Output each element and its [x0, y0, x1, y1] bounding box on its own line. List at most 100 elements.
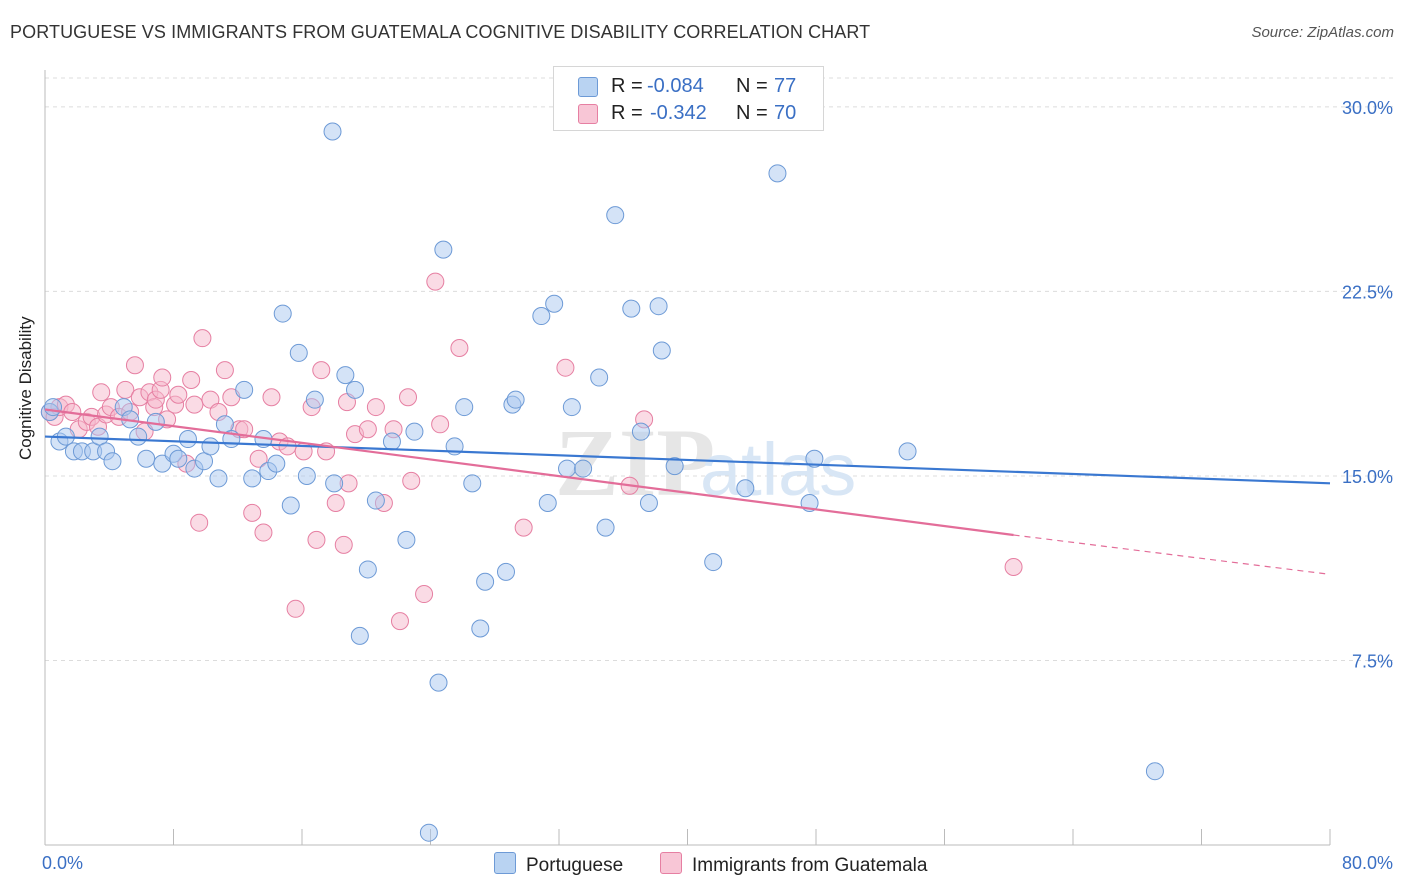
- data-point-guatemala: [235, 420, 254, 439]
- data-point-guatemala: [415, 585, 434, 604]
- data-point-portuguese: [137, 449, 156, 468]
- data-point-portuguese: [631, 422, 650, 441]
- data-point-portuguese: [44, 398, 63, 417]
- bottom-legend-label: Immigrants from Guatemala: [692, 855, 928, 876]
- data-point-portuguese: [532, 307, 551, 326]
- data-point-guatemala: [402, 471, 421, 490]
- legend-n-value: 77: [774, 75, 797, 97]
- legend-n-value: 70: [774, 102, 797, 124]
- trend-line-portuguese: [44, 435, 1331, 485]
- data-point-portuguese: [574, 459, 593, 478]
- data-point-portuguese: [1145, 762, 1164, 781]
- y-tick-label: 15.0%: [1342, 467, 1393, 487]
- data-point-guatemala: [185, 395, 204, 414]
- data-point-portuguese: [169, 449, 188, 468]
- data-point-portuguese: [496, 562, 515, 581]
- data-point-guatemala: [215, 361, 234, 380]
- data-point-portuguese: [336, 366, 355, 385]
- data-point-guatemala: [307, 530, 326, 549]
- data-point-portuguese: [366, 491, 385, 510]
- data-point-guatemala: [92, 383, 111, 402]
- data-point-portuguese: [305, 390, 324, 409]
- data-point-portuguese: [471, 619, 490, 638]
- legend-swatch-blue: [578, 77, 598, 97]
- trend-lines: [44, 408, 1331, 575]
- data-point-portuguese: [596, 518, 615, 537]
- bottom-swatch-blue: [494, 852, 516, 874]
- legend-r-label: R =: [611, 75, 643, 97]
- data-point-portuguese: [506, 390, 525, 409]
- data-point-portuguese: [665, 457, 684, 476]
- data-point-guatemala: [431, 415, 450, 434]
- legend-swatch-pink: [578, 104, 598, 124]
- data-point-portuguese: [289, 343, 308, 362]
- data-point-guatemala: [450, 339, 469, 358]
- data-point-guatemala: [556, 358, 575, 377]
- data-point-portuguese: [429, 673, 448, 692]
- watermark-atlas: atlas: [700, 428, 856, 511]
- data-point-portuguese: [538, 494, 557, 513]
- data-point-guatemala: [366, 398, 385, 417]
- data-point-portuguese: [325, 474, 344, 493]
- data-point-guatemala: [193, 329, 212, 348]
- chart-source: Source: ZipAtlas.com: [1251, 24, 1394, 41]
- legend-r-value: -0.342: [650, 102, 707, 124]
- data-point-portuguese: [652, 341, 671, 360]
- data-point-guatemala: [358, 420, 377, 439]
- data-point-portuguese: [273, 304, 292, 323]
- x-tick-label: 80.0%: [1342, 853, 1393, 873]
- data-point-portuguese: [397, 530, 416, 549]
- data-point-guatemala: [286, 599, 305, 618]
- data-point-portuguese: [704, 553, 723, 572]
- series-guatemala-points: [40, 272, 1023, 631]
- y-tick-label: 30.0%: [1342, 98, 1393, 118]
- data-point-guatemala: [182, 371, 201, 389]
- data-point-guatemala: [312, 361, 331, 380]
- data-point-portuguese: [297, 466, 316, 485]
- data-point-guatemala: [262, 388, 281, 407]
- data-point-portuguese: [590, 368, 609, 387]
- y-axis-label: Cognitive Disability: [16, 316, 35, 460]
- data-point-guatemala: [326, 494, 345, 513]
- data-point-guatemala: [249, 449, 268, 468]
- data-point-portuguese: [649, 297, 668, 316]
- bottom-swatch-pink: [660, 852, 682, 874]
- data-point-guatemala: [390, 612, 409, 631]
- data-point-portuguese: [201, 437, 220, 456]
- data-point-portuguese: [463, 474, 482, 493]
- trend-line-guatemala: [44, 408, 1014, 537]
- data-point-guatemala: [254, 523, 273, 542]
- data-point-portuguese: [898, 442, 917, 461]
- data-point-guatemala: [514, 518, 533, 537]
- data-point-portuguese: [350, 626, 369, 645]
- data-point-portuguese: [639, 494, 658, 513]
- data-point-portuguese: [346, 380, 365, 399]
- chart-title: PORTUGUESE VS IMMIGRANTS FROM GUATEMALA …: [10, 22, 871, 42]
- data-point-guatemala: [426, 272, 445, 291]
- bottom-legend-guatemala: Immigrants from Guatemala: [660, 852, 927, 877]
- data-point-portuguese: [243, 469, 262, 488]
- y-tick-label: 7.5%: [1352, 651, 1393, 671]
- x-tick-label: 0.0%: [42, 853, 83, 873]
- axes: [44, 70, 1331, 846]
- trend-line-guatemala-extension: [1013, 534, 1331, 575]
- data-point-portuguese: [768, 164, 787, 183]
- legend-r-value: -0.084: [647, 75, 704, 97]
- legend-n-label: N =: [736, 102, 768, 124]
- data-point-portuguese: [323, 122, 342, 141]
- data-point-portuguese: [405, 422, 424, 441]
- data-point-portuguese: [434, 240, 453, 259]
- legend-n-label: N =: [736, 75, 768, 97]
- data-point-portuguese: [805, 449, 824, 468]
- data-point-guatemala: [169, 385, 188, 404]
- legend-r-label: R =: [611, 102, 643, 124]
- data-point-portuguese: [622, 299, 641, 318]
- data-point-portuguese: [382, 432, 401, 451]
- data-point-guatemala: [190, 513, 209, 532]
- data-point-portuguese: [606, 206, 625, 225]
- series-portuguese-points: [40, 122, 1164, 842]
- data-point-portuguese: [736, 479, 755, 498]
- grid-lines: [45, 77, 1395, 661]
- data-point-portuguese: [476, 572, 495, 591]
